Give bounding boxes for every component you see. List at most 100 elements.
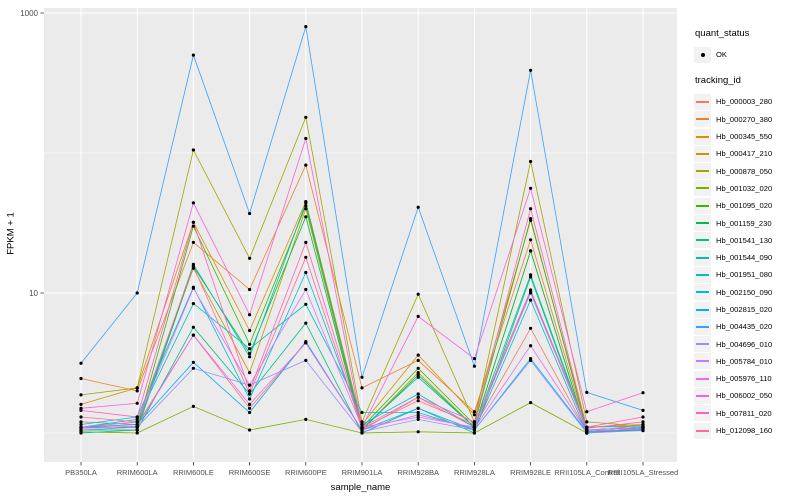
- line-swatch-icon: [696, 187, 709, 190]
- legend-key-box: [694, 46, 711, 63]
- legend-entry-label: Hb_000878_050: [716, 166, 773, 176]
- line-swatch-icon: [696, 429, 709, 432]
- x-tick-label: RRIM600LE: [173, 468, 214, 477]
- legend-entry-label: Hb_000345_550: [716, 132, 773, 142]
- legend-entry-Hb_001159_230: Hb_001159_230: [694, 214, 800, 232]
- legend-entry-Hb_004696_010: Hb_004696_010: [694, 335, 800, 353]
- svg-text:1000: 1000: [20, 9, 38, 18]
- legend-entry-Hb_000417_210: Hb_000417_210: [694, 145, 800, 162]
- x-axis-title: sample_name: [330, 482, 391, 493]
- x-tick-label: RRII105LA_Control: [554, 468, 619, 477]
- x-tick-label: RRII105LA_Stressed: [608, 468, 678, 477]
- y-axis-title: FPKM + 1: [5, 212, 17, 255]
- legend-title-quant-status: quant_status: [695, 28, 750, 39]
- legend-key-box: [694, 128, 711, 145]
- legend-key-box: [694, 284, 711, 301]
- legend-entry-label: Hb_007811_020: [716, 408, 772, 418]
- line-swatch-icon: [696, 377, 709, 380]
- legend-key-box: [694, 111, 711, 128]
- line-swatch-icon: [696, 256, 709, 259]
- legend-key-box: [694, 180, 711, 197]
- legend-entry-Hb_000345_550: Hb_000345_550: [694, 128, 800, 145]
- legend-tracking-id-entries: Hb_000003_280 Hb_000270_380 Hb_000345_550 H…: [694, 93, 800, 439]
- legend-entry-Hb_002815_020: Hb_002815_020: [694, 301, 800, 318]
- line-swatch-icon: [696, 222, 709, 225]
- legend-key-box: [694, 266, 711, 283]
- legend-key-box: [694, 145, 711, 162]
- legend-key-box: [694, 215, 711, 232]
- legend-key-box: [694, 422, 711, 439]
- legend-key-box: [694, 249, 711, 266]
- legend-key-box: [694, 163, 711, 180]
- legend-entry-Hb_006002_050: Hb_006002_050: [694, 387, 800, 404]
- line-swatch-icon: [696, 170, 709, 173]
- legend-entry-label: Hb_001541_130: [716, 235, 773, 245]
- legend-entry-label: Hb_001159_230: [716, 218, 772, 228]
- panel-background: [44, 8, 677, 462]
- legend-entry-label: Hb_005784_010: [716, 356, 773, 366]
- line-swatch-icon: [696, 204, 709, 207]
- legend-key-box: [694, 318, 711, 335]
- line-swatch-icon: [696, 325, 709, 328]
- line-swatch-icon: [696, 360, 709, 363]
- point-icon: [700, 52, 705, 57]
- x-tick-label: RRIM600SE: [229, 468, 271, 477]
- legend-entry-Hb_001951_080: Hb_001951_080: [694, 266, 800, 283]
- line-swatch-icon: [696, 308, 709, 311]
- x-tick-label: PB350LA: [65, 468, 97, 477]
- legend-entry-label: Hb_001095_020: [716, 201, 773, 211]
- line-swatch-icon: [696, 291, 709, 294]
- legend-entry-label: Hb_004435_020: [716, 322, 773, 332]
- line-swatch-icon: [696, 152, 709, 155]
- legend-entry-label: Hb_000417_210: [716, 149, 773, 159]
- legend-entry-label: Hb_001544_090: [716, 253, 773, 263]
- legend-entry-Hb_000878_050: Hb_000878_050: [694, 162, 800, 180]
- legend-entry-Hb_001541_130: Hb_001541_130: [694, 232, 800, 249]
- line-swatch-icon: [696, 118, 709, 121]
- legend-title-tracking-id: tracking_id: [695, 75, 741, 87]
- line-swatch-icon: [696, 100, 709, 103]
- x-tick-label: RRIM928LA: [454, 468, 495, 477]
- legend-entry-Hb_001544_090: Hb_001544_090: [694, 249, 800, 266]
- legend-entry-Hb_005784_010: Hb_005784_010: [694, 353, 800, 370]
- legend-key-box: [694, 353, 711, 370]
- legend-entry-label: Hb_000003_280: [716, 97, 773, 107]
- x-tick-label: RRIM600PE: [285, 468, 327, 477]
- line-swatch-icon: [696, 394, 709, 397]
- line-swatch-icon: [696, 412, 709, 415]
- legend-entry-Hb_000270_380: Hb_000270_380: [694, 111, 800, 128]
- legend-entry-label: OK: [716, 50, 727, 60]
- legend-entry-Hb_012098_160: Hb_012098_160: [694, 422, 800, 439]
- legend-entry-label: Hb_002150_090: [716, 287, 773, 297]
- legend-entry-label: Hb_012098_160: [716, 426, 773, 436]
- legend-key-box: [694, 197, 711, 214]
- x-tick-label: RRIM600LA: [117, 468, 158, 477]
- line-swatch-icon: [696, 273, 709, 276]
- legend-entry-Hb_001032_020: Hb_001032_020: [694, 180, 800, 197]
- legend-entry-label: Hb_001951_080: [716, 270, 773, 280]
- legend-key-box: [694, 387, 711, 404]
- x-tick-label: RRIM928BA: [397, 468, 439, 477]
- legend-entry-label: Hb_005976_110: [716, 374, 772, 384]
- legend-entry-Hb_000003_280: Hb_000003_280: [694, 93, 800, 110]
- line-swatch-icon: [696, 239, 709, 242]
- legend-entry-label: Hb_004696_010: [716, 339, 773, 349]
- legend-entry-quant-ok: OK: [694, 46, 800, 63]
- legend-entry-Hb_005976_110: Hb_005976_110: [694, 370, 800, 387]
- legend-entry-Hb_007811_020: Hb_007811_020: [694, 405, 800, 422]
- legend-entry-Hb_002150_090: Hb_002150_090: [694, 284, 800, 301]
- legend-entry-label: Hb_006002_050: [716, 391, 773, 401]
- legend-entry-Hb_004435_020: Hb_004435_020: [694, 318, 800, 335]
- legend-key-box: [694, 93, 711, 110]
- legend-entry-label: Hb_000270_380: [716, 114, 773, 124]
- line-swatch-icon: [696, 135, 709, 138]
- legend-key-box: [694, 405, 711, 422]
- x-tick-label: RRIM901LA: [342, 468, 383, 477]
- legend-key-box: [694, 336, 711, 353]
- legend-entry-Hb_001095_020: Hb_001095_020: [694, 197, 800, 214]
- legend-key-box: [694, 370, 711, 387]
- y-axis-ticks: 10 1000: [20, 9, 44, 298]
- line-swatch-icon: [696, 343, 709, 346]
